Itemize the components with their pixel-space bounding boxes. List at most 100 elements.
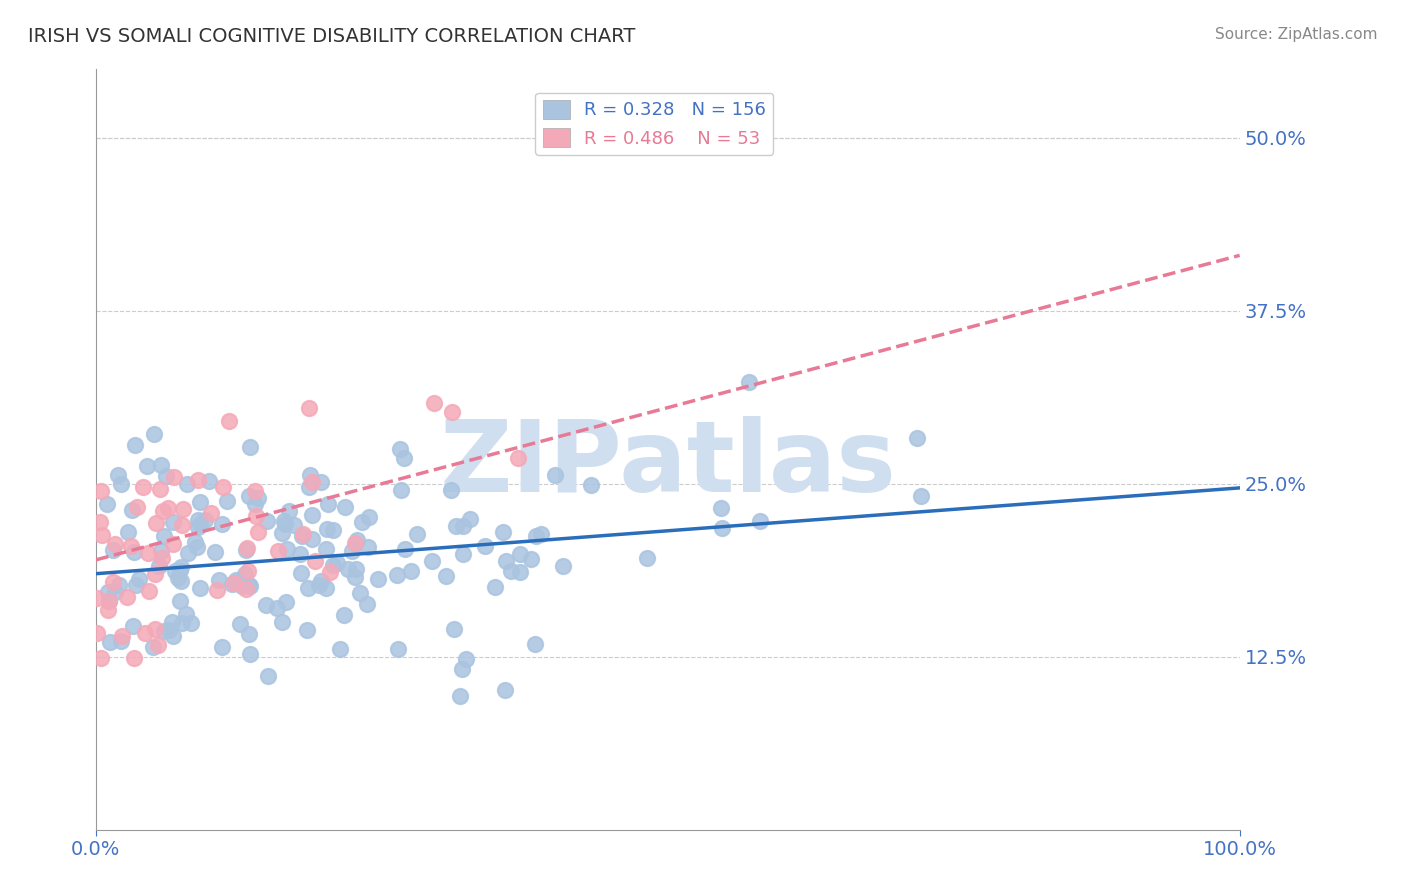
Point: [229, 617, 252, 632]
Point: [162, 515, 184, 529]
Point: [122, 651, 145, 665]
Point: [344, 562, 367, 576]
Point: [524, 529, 547, 543]
Point: [162, 537, 184, 551]
Point: [169, 574, 191, 588]
Point: [180, 615, 202, 630]
Point: [184, 534, 207, 549]
Point: [288, 547, 311, 561]
Point: [167, 571, 190, 585]
Point: [332, 607, 354, 622]
Point: [125, 578, 148, 592]
Point: [204, 545, 226, 559]
Point: [336, 562, 359, 576]
Point: [451, 547, 474, 561]
Point: [138, 546, 160, 560]
Point: [107, 578, 129, 592]
Point: [420, 554, 443, 568]
Point: [97, 603, 120, 617]
Point: [295, 623, 318, 637]
Text: ZIPatlas: ZIPatlas: [439, 416, 896, 513]
Point: [169, 594, 191, 608]
Point: [389, 483, 412, 498]
Point: [298, 480, 321, 494]
Point: [291, 529, 314, 543]
Point: [217, 494, 239, 508]
Point: [160, 615, 183, 630]
Point: [207, 582, 229, 597]
Point: [579, 478, 602, 492]
Point: [274, 517, 297, 532]
Point: [238, 489, 260, 503]
Point: [356, 541, 378, 555]
Point: [458, 512, 481, 526]
Point: [107, 468, 129, 483]
Point: [146, 638, 169, 652]
Point: [509, 565, 531, 579]
Point: [143, 566, 166, 581]
Point: [162, 628, 184, 642]
Point: [484, 580, 506, 594]
Point: [301, 508, 323, 522]
Point: [392, 451, 415, 466]
Point: [499, 565, 522, 579]
Point: [239, 647, 262, 661]
Point: [138, 584, 160, 599]
Point: [243, 497, 266, 511]
Point: [152, 504, 174, 518]
Point: [387, 642, 409, 657]
Point: [349, 586, 371, 600]
Point: [172, 502, 194, 516]
Point: [235, 543, 257, 558]
Point: [456, 651, 478, 665]
Point: [394, 542, 416, 557]
Point: [291, 526, 314, 541]
Point: [509, 547, 531, 561]
Point: [98, 635, 121, 649]
Point: [98, 594, 121, 608]
Point: [247, 491, 270, 506]
Point: [149, 482, 172, 496]
Point: [124, 438, 146, 452]
Point: [212, 480, 235, 494]
Point: [90, 650, 112, 665]
Point: [636, 550, 658, 565]
Point: [298, 467, 321, 482]
Point: [271, 526, 294, 541]
Point: [153, 624, 176, 638]
Point: [155, 468, 177, 483]
Point: [121, 503, 143, 517]
Point: [273, 514, 295, 528]
Point: [256, 514, 278, 528]
Point: [315, 542, 337, 557]
Point: [188, 494, 211, 508]
Text: Source: ZipAtlas.com: Source: ZipAtlas.com: [1215, 27, 1378, 42]
Point: [290, 566, 312, 581]
Point: [506, 451, 529, 466]
Point: [367, 572, 389, 586]
Point: [187, 513, 209, 527]
Point: [231, 579, 253, 593]
Point: [449, 689, 471, 703]
Point: [86, 625, 108, 640]
Point: [441, 405, 464, 419]
Point: [309, 574, 332, 589]
Point: [238, 626, 260, 640]
Point: [710, 521, 733, 535]
Point: [239, 440, 262, 454]
Point: [149, 458, 172, 472]
Point: [135, 458, 157, 473]
Point: [235, 582, 257, 596]
Point: [399, 564, 422, 578]
Point: [157, 623, 180, 637]
Point: [176, 476, 198, 491]
Point: [104, 585, 127, 599]
Point: [117, 524, 139, 539]
Point: [520, 552, 543, 566]
Point: [443, 622, 465, 636]
Point: [134, 626, 156, 640]
Point: [121, 618, 143, 632]
Point: [156, 501, 179, 516]
Point: [170, 615, 193, 630]
Point: [172, 518, 194, 533]
